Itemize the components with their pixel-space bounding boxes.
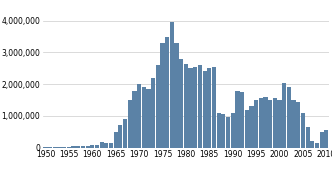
Bar (320, 132, 324, 148)
Bar (254, 100, 258, 148)
Bar (179, 59, 183, 148)
Bar (137, 84, 141, 148)
Bar (310, 141, 314, 148)
Bar (62, 147, 66, 148)
Bar (207, 68, 211, 148)
Bar (174, 43, 179, 148)
Bar (142, 87, 146, 148)
Bar (226, 118, 230, 148)
Bar (273, 98, 277, 148)
Bar (216, 113, 221, 148)
Bar (90, 145, 94, 148)
Bar (245, 110, 249, 148)
Bar (268, 100, 272, 148)
Bar (160, 43, 165, 148)
Bar (259, 98, 263, 148)
Bar (249, 106, 254, 148)
Bar (104, 143, 109, 148)
Bar (100, 142, 104, 148)
Bar (71, 147, 76, 148)
Bar (48, 147, 52, 148)
Bar (184, 64, 188, 148)
Bar (81, 146, 85, 148)
Bar (301, 113, 305, 148)
Bar (189, 68, 193, 148)
Bar (53, 147, 57, 148)
Bar (263, 97, 268, 148)
Bar (193, 67, 198, 148)
Bar (278, 100, 282, 148)
Bar (287, 87, 291, 148)
Bar (212, 67, 216, 148)
Bar (118, 125, 123, 148)
Bar (67, 147, 71, 148)
Bar (43, 147, 47, 148)
Bar (95, 145, 99, 148)
Bar (156, 65, 160, 148)
Bar (221, 114, 225, 148)
Bar (76, 146, 80, 148)
Bar (86, 146, 90, 148)
Bar (291, 100, 296, 148)
Bar (146, 89, 151, 148)
Bar (203, 71, 207, 148)
Bar (165, 37, 169, 148)
Bar (198, 65, 202, 148)
Bar (127, 100, 132, 148)
Bar (109, 143, 113, 148)
Bar (123, 119, 127, 148)
Bar (315, 143, 319, 148)
Bar (231, 113, 235, 148)
Bar (132, 91, 136, 148)
Bar (114, 132, 118, 148)
Bar (170, 22, 174, 148)
Bar (305, 127, 310, 148)
Bar (151, 78, 155, 148)
Bar (235, 91, 239, 148)
Bar (240, 92, 244, 148)
Bar (282, 83, 286, 148)
Bar (296, 102, 300, 148)
Bar (324, 130, 328, 148)
Bar (57, 147, 62, 148)
